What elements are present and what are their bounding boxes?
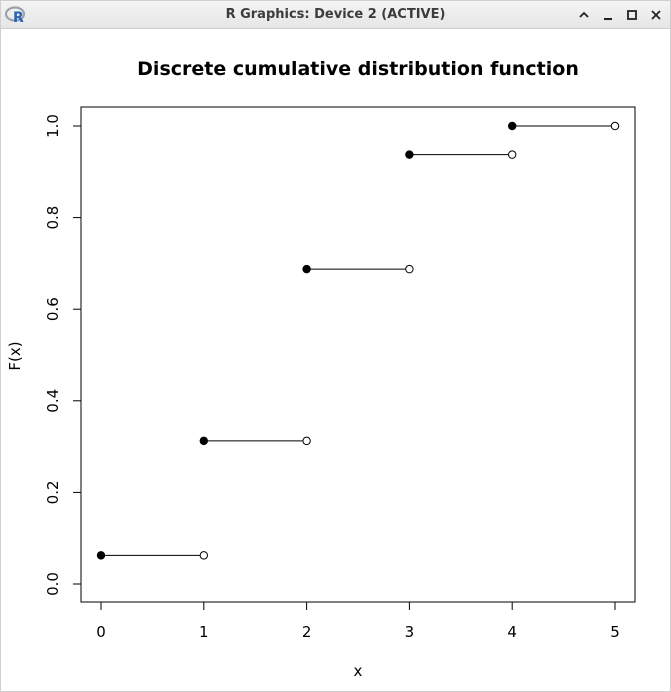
cdf-chart: Discrete cumulative distribution functio… [6, 58, 636, 680]
window-title: R Graphics: Device 2 (ACTIVE) [225, 7, 446, 22]
cdf-steps [96, 121, 620, 560]
chevron-up-icon [579, 11, 589, 18]
minimize-icon [604, 18, 612, 20]
step-end-open-point [508, 150, 517, 159]
x-tick-label: 4 [507, 623, 517, 641]
title-bar[interactable]: R R Graphics: Device 2 (ACTIVE) [1, 1, 670, 29]
x-tick-label: 2 [302, 623, 312, 641]
step-start-point [199, 436, 209, 446]
step-end-open-point [610, 121, 620, 131]
step-start-point [405, 150, 414, 159]
y-tick-label: 0.2 [44, 480, 62, 504]
x-tick-label: 5 [610, 623, 620, 641]
y-axis: 0.0 0.2 0.4 0.6 0.8 1.0 [44, 114, 82, 596]
x-axis: 0 1 2 3 4 5 [96, 601, 620, 641]
y-tick-label: 0.0 [44, 572, 62, 596]
step-end-open-point [405, 264, 414, 274]
step-start-point [302, 264, 311, 274]
shade-button[interactable] [574, 5, 594, 25]
y-tick-label: 0.4 [44, 389, 62, 413]
maximize-icon [627, 10, 637, 20]
y-tick-label: 0.8 [44, 206, 62, 230]
x-tick-label: 3 [405, 623, 415, 641]
x-tick-label: 0 [96, 623, 106, 641]
close-button[interactable] [646, 5, 666, 25]
chart-title: Discrete cumulative distribution functio… [137, 58, 579, 80]
window-controls [574, 5, 666, 25]
step-start-point [508, 121, 517, 131]
step-end-open-point [199, 551, 209, 560]
plot-box [80, 106, 636, 603]
r-logo-letter: R [13, 10, 24, 24]
x-tick-label: 1 [199, 623, 209, 641]
minimize-button[interactable] [598, 5, 618, 25]
y-axis-label: F(x) [6, 341, 24, 370]
step-start-point [96, 551, 106, 560]
y-tick-label: 0.6 [44, 297, 62, 321]
plot-area: Discrete cumulative distribution functio… [1, 29, 670, 691]
step-end-open-point [302, 436, 311, 446]
x-axis-label: x [354, 662, 363, 680]
r-logo-icon: R [5, 6, 25, 24]
y-tick-label: 1.0 [44, 114, 62, 138]
maximize-button[interactable] [622, 5, 642, 25]
close-icon [651, 10, 661, 20]
